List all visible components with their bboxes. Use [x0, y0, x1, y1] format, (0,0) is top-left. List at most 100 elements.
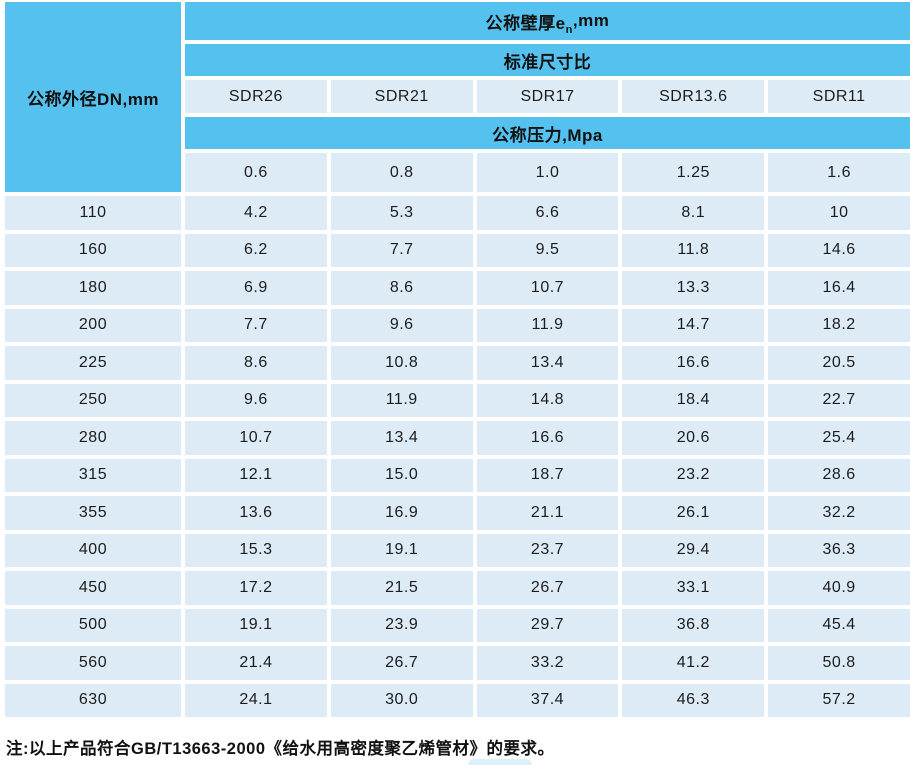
wall-thickness-value-cell: 17.2 [185, 571, 327, 605]
wall-thickness-value-cell: 22.7 [768, 383, 910, 417]
wall-thickness-value-cell: 13.6 [185, 496, 327, 530]
wall-thickness-value-cell: 18.2 [768, 308, 910, 342]
sdr-column-header: SDR17 [476, 80, 619, 113]
wall-thickness-value-cell: 25.4 [768, 421, 910, 455]
wall-thickness-value-cell: 12.1 [185, 458, 327, 492]
wall-thickness-value-cell: 29.4 [622, 533, 765, 567]
row-header-dn: 400 [5, 533, 181, 567]
row-header-dn: 450 [5, 571, 181, 605]
wall-thickness-value-cell: 30.0 [330, 683, 473, 717]
wall-thickness-value-cell: 14.8 [476, 383, 619, 417]
sdr-column-header: SDR21 [330, 80, 473, 113]
wall-thickness-value-cell: 50.8 [768, 646, 910, 680]
row-header-dn: 250 [5, 383, 181, 417]
wall-thickness-value-cell: 10.7 [476, 271, 619, 305]
wall-thickness-value-cell: 23.7 [476, 533, 619, 567]
wall-thickness-value-cell: 16.4 [768, 271, 910, 305]
wall-thickness-value-cell: 21.4 [185, 646, 327, 680]
pipe-spec-table: 公称外径DN,mm 公称壁厚e n ,mm 标准尺寸比 SDR26 SDR21 SD… [5, 2, 910, 717]
header-nominal-wall-thickness: 公称壁厚e n ,mm [185, 2, 910, 40]
wall-thickness-value-cell: 36.8 [622, 608, 765, 642]
wall-thickness-value-cell: 36.3 [768, 533, 910, 567]
pressure-value-header: 0.6 [185, 153, 327, 192]
wall-thickness-value-cell: 46.3 [622, 683, 765, 717]
wall-thickness-value-cell: 26.7 [476, 571, 619, 605]
pressure-value-header: 1.0 [476, 153, 619, 192]
wall-thickness-value-cell: 10.8 [330, 346, 473, 380]
wall-thickness-value-cell: 45.4 [768, 608, 910, 642]
wall-thickness-value-cell: 16.6 [622, 346, 765, 380]
row-header-dn: 280 [5, 421, 181, 455]
wall-thickness-value-cell: 29.7 [476, 608, 619, 642]
header-nominal-pressure: 公称压力,Mpa [185, 117, 910, 149]
wall-thickness-value-cell: 14.7 [622, 308, 765, 342]
wall-thickness-value-cell: 14.6 [768, 233, 910, 267]
wall-thickness-value-cell: 18.7 [476, 458, 619, 492]
wall-thickness-value-cell: 15.3 [185, 533, 327, 567]
sdr-column-header: SDR26 [185, 80, 327, 113]
wall-thickness-value-cell: 16.9 [330, 496, 473, 530]
wall-thickness-value-cell: 9.6 [185, 383, 327, 417]
row-header-dn: 355 [5, 496, 181, 530]
corner-header-nominal-outer-diameter: 公称外径DN,mm [5, 2, 181, 192]
decorative-blue-shape [468, 759, 532, 765]
wall-thickness-value-cell: 4.2 [185, 196, 327, 230]
wall-thickness-value-cell: 15.0 [330, 458, 473, 492]
wall-thickness-value-cell: 6.2 [185, 233, 327, 267]
row-header-dn: 225 [5, 346, 181, 380]
wall-thickness-value-cell: 13.3 [622, 271, 765, 305]
wall-thickness-value-cell: 41.2 [622, 646, 765, 680]
row-header-dn: 110 [5, 196, 181, 230]
wall-thickness-value-cell: 21.1 [476, 496, 619, 530]
wall-thickness-value-cell: 8.6 [185, 346, 327, 380]
wall-thickness-value-cell: 16.6 [476, 421, 619, 455]
pressure-value-header: 1.6 [768, 153, 910, 192]
wall-thickness-value-cell: 9.6 [330, 308, 473, 342]
row-header-dn: 180 [5, 271, 181, 305]
wall-thickness-value-cell: 26.7 [330, 646, 473, 680]
wall-thickness-value-cell: 20.5 [768, 346, 910, 380]
wall-thickness-value-cell: 20.6 [622, 421, 765, 455]
pressure-value-header: 1.25 [622, 153, 765, 192]
wall-thickness-subscript-n: n [565, 24, 573, 36]
pressure-value-header: 0.8 [330, 153, 473, 192]
sdr-column-header: SDR13.6 [622, 80, 765, 113]
wall-thickness-label-suffix: ,mm [572, 11, 610, 30]
wall-thickness-value-cell: 11.8 [622, 233, 765, 267]
row-header-dn: 560 [5, 646, 181, 680]
header-standard-dimension-ratio: 标准尺寸比 [185, 44, 910, 76]
wall-thickness-value-cell: 19.1 [330, 533, 473, 567]
wall-thickness-value-cell: 40.9 [768, 571, 910, 605]
wall-thickness-value-cell: 8.6 [330, 271, 473, 305]
row-header-dn: 630 [5, 683, 181, 717]
wall-thickness-value-cell: 7.7 [185, 308, 327, 342]
wall-thickness-value-cell: 26.1 [622, 496, 765, 530]
row-header-dn: 500 [5, 608, 181, 642]
wall-thickness-value-cell: 9.5 [476, 233, 619, 267]
wall-thickness-value-cell: 13.4 [330, 421, 473, 455]
wall-thickness-value-cell: 11.9 [330, 383, 473, 417]
wall-thickness-value-cell: 33.2 [476, 646, 619, 680]
wall-thickness-value-cell: 18.4 [622, 383, 765, 417]
wall-thickness-value-cell: 23.9 [330, 608, 473, 642]
wall-thickness-value-cell: 37.4 [476, 683, 619, 717]
wall-thickness-value-cell: 57.2 [768, 683, 910, 717]
row-header-dn: 315 [5, 458, 181, 492]
wall-thickness-value-cell: 19.1 [185, 608, 327, 642]
wall-thickness-value-cell: 32.2 [768, 496, 910, 530]
wall-thickness-value-cell: 28.6 [768, 458, 910, 492]
wall-thickness-value-cell: 23.2 [622, 458, 765, 492]
wall-thickness-value-cell: 7.7 [330, 233, 473, 267]
wall-thickness-value-cell: 21.5 [330, 571, 473, 605]
wall-thickness-value-cell: 8.1 [622, 196, 765, 230]
footer-standard-note: 注:以上产品符合GB/T13663-2000《给水用高密度聚乙烯管材》的要求。 [6, 740, 555, 758]
wall-thickness-value-cell: 6.6 [476, 196, 619, 230]
wall-thickness-value-cell: 10.7 [185, 421, 327, 455]
wall-thickness-value-cell: 5.3 [330, 196, 473, 230]
wall-thickness-label-prefix: 公称壁厚e [485, 13, 566, 33]
wall-thickness-value-cell: 11.9 [476, 308, 619, 342]
row-header-dn: 200 [5, 308, 181, 342]
sdr-column-header: SDR11 [768, 80, 910, 113]
wall-thickness-value-cell: 6.9 [185, 271, 327, 305]
row-header-dn: 160 [5, 233, 181, 267]
